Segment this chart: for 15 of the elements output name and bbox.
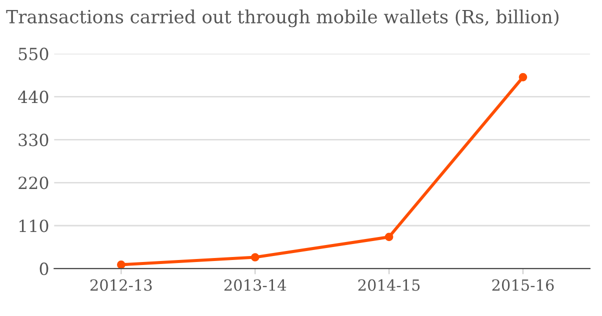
y-tick-label: 440 [18, 90, 48, 104]
point [250, 253, 260, 262]
y-tick-label: 550 [18, 48, 48, 60]
chart-title: Transactions carried out through mobile wallets (Rs, billion) [6, 9, 558, 28]
y-tick-label: 220 [18, 176, 48, 190]
point [518, 72, 528, 82]
y-tick-label: 330 [18, 134, 48, 146]
x-tick-label: 2015-16 [492, 279, 554, 291]
x-tick-label: 2012-13 [90, 279, 152, 291]
y-tick-label: 0 [40, 262, 48, 276]
point [384, 232, 394, 242]
x-tick-label: 2013-14 [224, 279, 286, 291]
y-tick-label: 110 [20, 220, 48, 232]
point [116, 260, 126, 269]
x-tick-label: 2014-15 [358, 279, 420, 291]
